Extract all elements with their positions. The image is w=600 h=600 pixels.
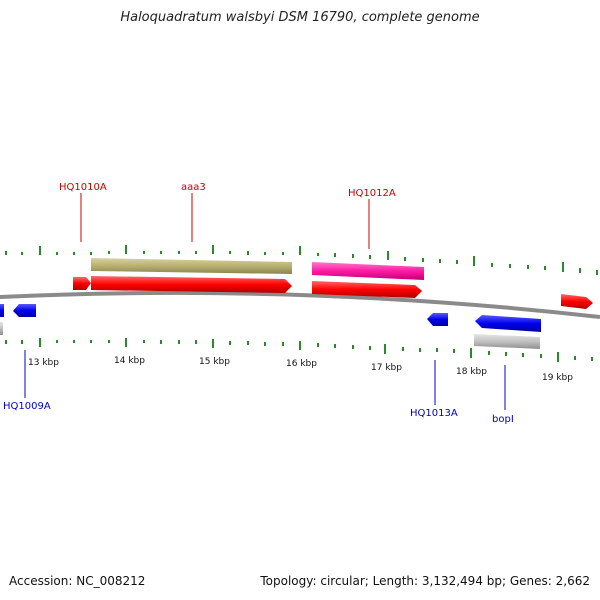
upper-tick-row: [5, 245, 598, 275]
feature-olive-aaa3[interactable]: [91, 258, 292, 274]
genome-summary-text: Topology: circular; Length: 3,132,494 bp…: [260, 574, 590, 588]
gene-label-aaa3[interactable]: aaa3: [181, 182, 206, 193]
gene-label-hq1013a[interactable]: HQ1013A: [410, 408, 458, 419]
kbp-label-19: 19 kbp: [542, 373, 573, 383]
gene-label-hq1010a[interactable]: HQ1010A: [59, 182, 107, 193]
gene-reverse-bopi[interactable]: [475, 315, 541, 332]
genome-backbone: [0, 290, 600, 319]
kbp-label-13: 13 kbp: [28, 358, 59, 368]
feature-gray-left[interactable]: [0, 322, 3, 335]
kbp-label-15: 15 kbp: [199, 357, 230, 367]
feature-magenta-hq1012a[interactable]: [312, 262, 424, 280]
gene-reverse-left-edge[interactable]: [0, 304, 4, 317]
gene-forward-aaa3[interactable]: [91, 276, 292, 293]
kbp-label-14: 14 kbp: [114, 356, 145, 366]
gene-forward-right[interactable]: [561, 294, 593, 309]
gene-reverse-hq1013a[interactable]: [427, 313, 448, 326]
gene-forward-hq1010a[interactable]: [73, 277, 91, 290]
label-leaders: [24, 193, 506, 410]
gene-forward-hq1012a[interactable]: [312, 281, 422, 298]
accession-text: Accession: NC_008212: [9, 574, 146, 588]
gene-label-bopi[interactable]: bopI: [492, 414, 514, 425]
gene-reverse-hq1009a[interactable]: [13, 304, 36, 317]
genome-title: Haloquadratum walsbyi DSM 16790, complet…: [120, 10, 480, 25]
kbp-label-18: 18 kbp: [456, 367, 487, 377]
kbp-label-16: 16 kbp: [286, 359, 317, 369]
kbp-label-17: 17 kbp: [371, 363, 402, 373]
gene-label-hq1009a[interactable]: HQ1009A: [3, 401, 51, 412]
lower-tick-row: [5, 338, 593, 362]
feature-gray-bopi[interactable]: [474, 334, 540, 349]
gene-label-hq1012a[interactable]: HQ1012A: [348, 188, 396, 199]
